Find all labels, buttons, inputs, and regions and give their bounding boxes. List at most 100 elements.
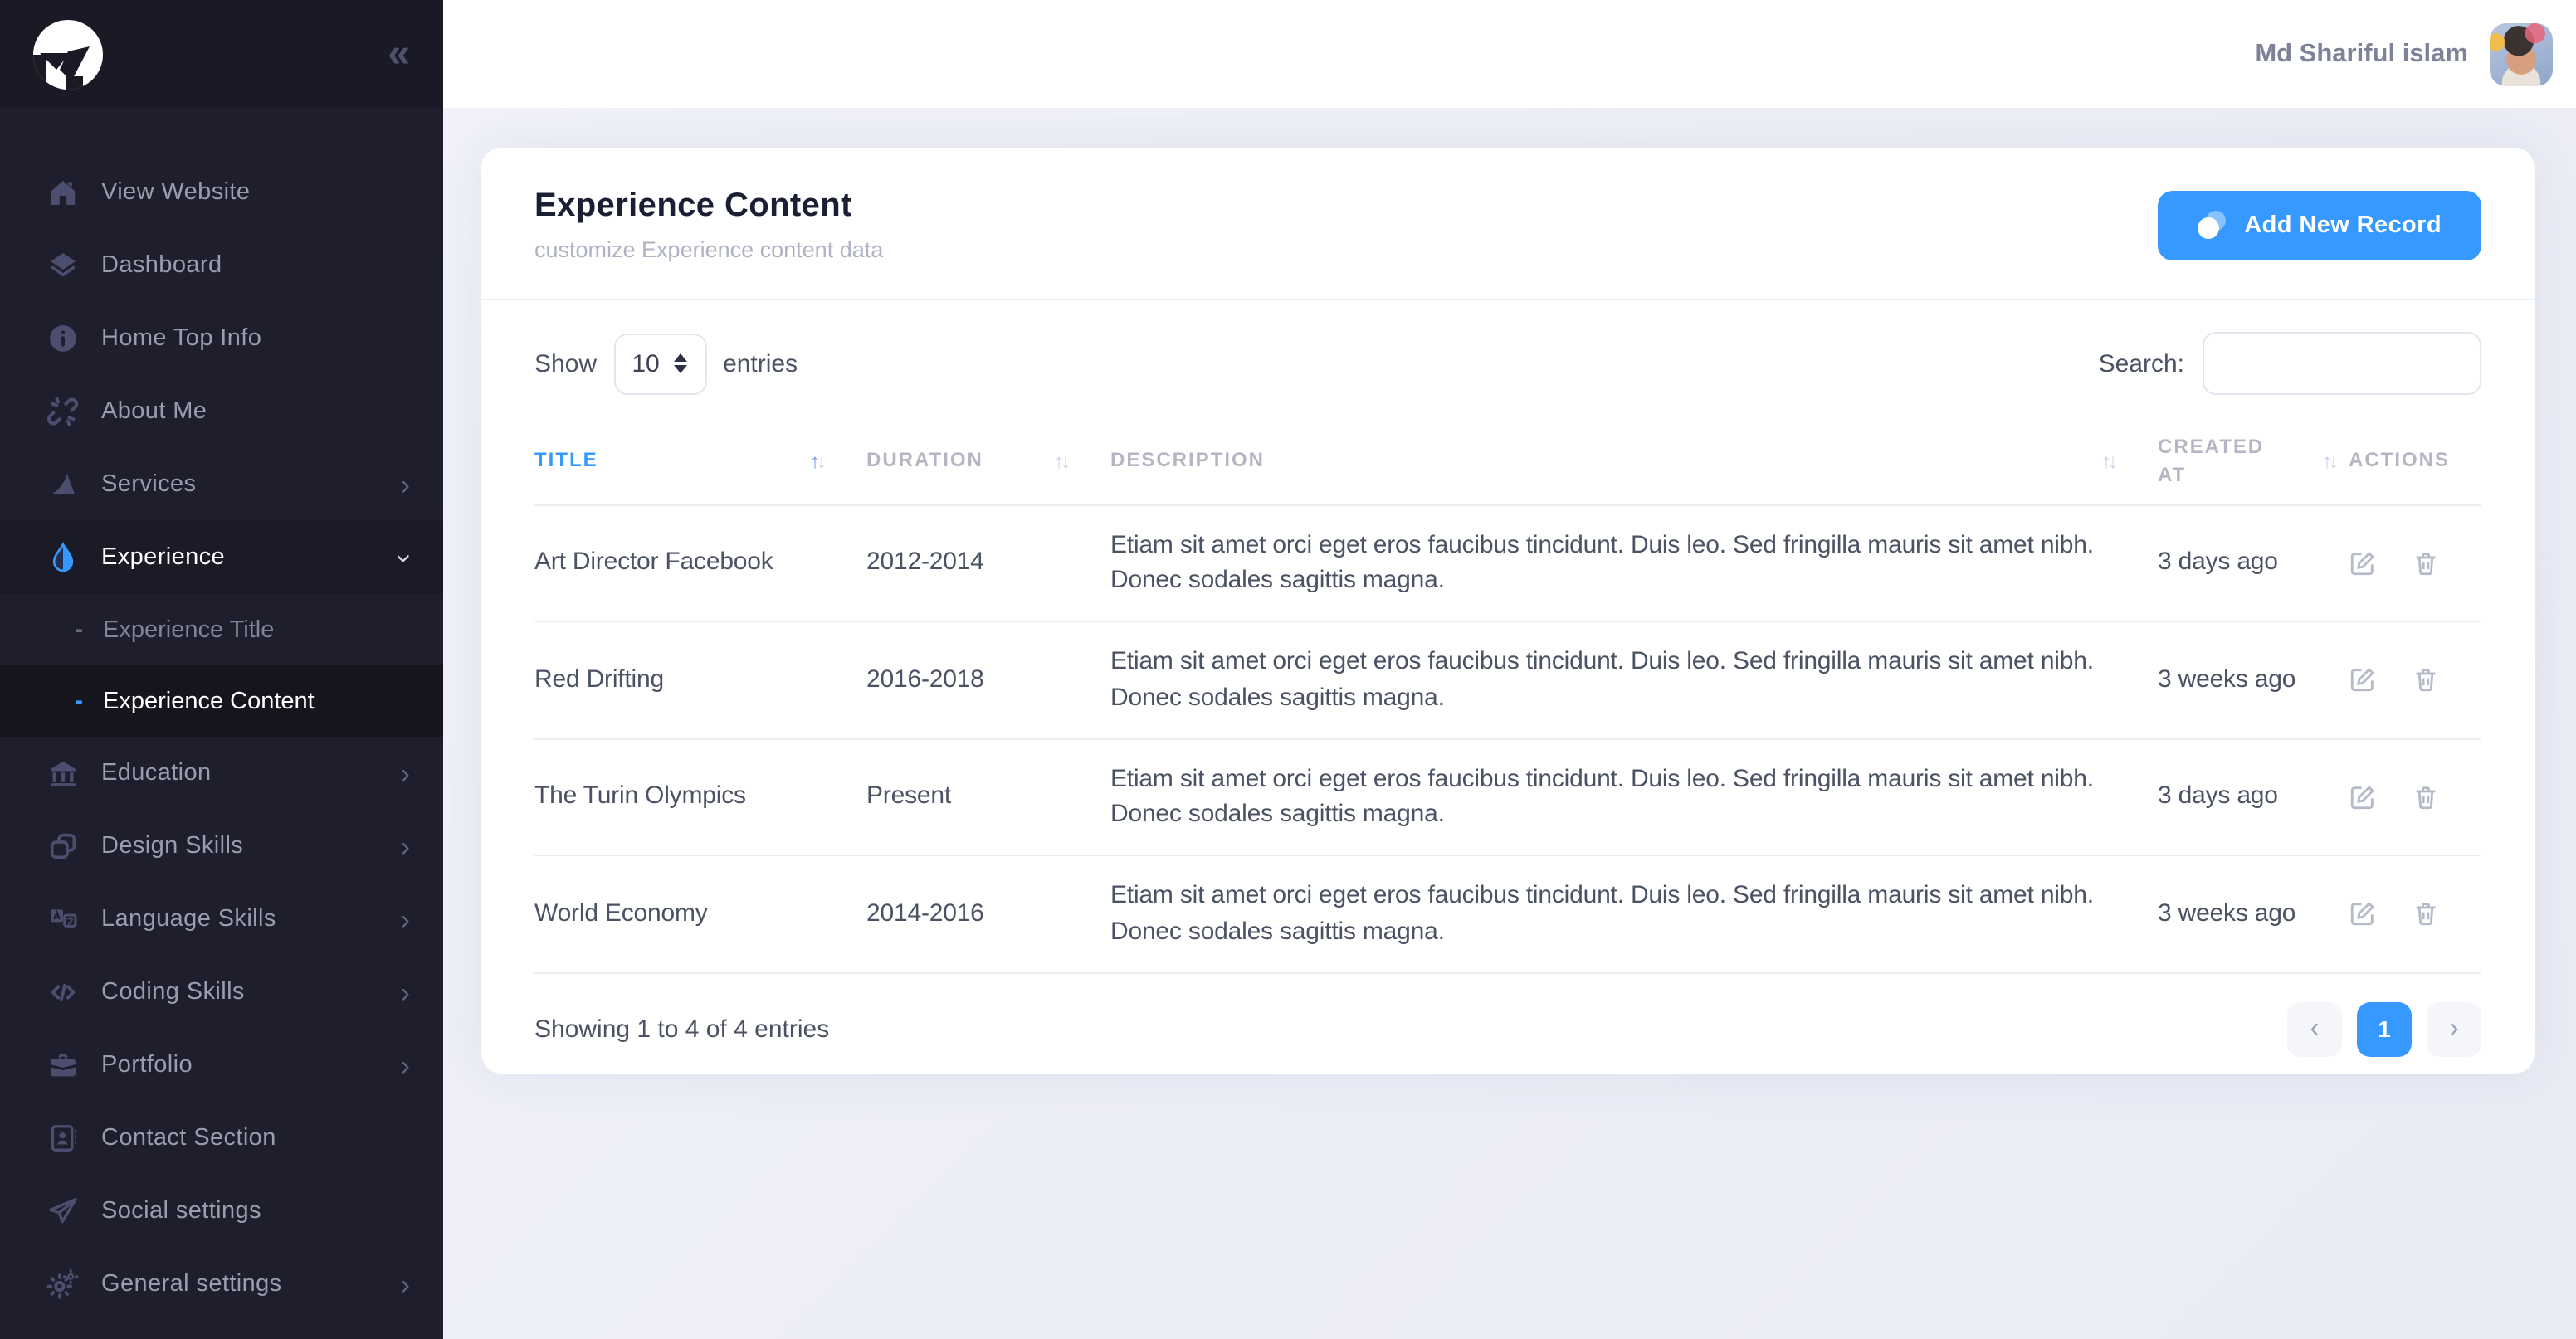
content-area: Experience Content customize Experience … <box>443 108 2576 1339</box>
sidebar-item-about-me[interactable]: About Me <box>0 375 443 448</box>
sidebar-item-label: Coding Skills <box>101 979 245 1005</box>
sidebar-item-label: General settings <box>101 1271 282 1298</box>
delete-icon[interactable] <box>2412 783 2440 811</box>
fin-icon <box>45 467 80 502</box>
sidebar-item-experience[interactable]: Experience › <box>0 521 443 594</box>
add-button-label: Add New Record <box>2244 212 2442 238</box>
sidebar-subitem-label: Experience Content <box>103 688 315 714</box>
delete-icon[interactable] <box>2412 666 2440 694</box>
entries-length-control: Show 10 entries <box>534 333 798 394</box>
page-title: Experience Content <box>534 187 852 224</box>
bank-icon <box>45 756 80 791</box>
sidebar-item-label: Language Skills <box>101 906 276 932</box>
sort-icon: ↑↓ <box>2101 449 2118 473</box>
edit-icon[interactable] <box>2349 783 2377 811</box>
chevron-right-icon: › <box>400 1049 410 1081</box>
sidebar-item-coding-skills[interactable]: Coding Skills › <box>0 956 443 1029</box>
search-input[interactable] <box>2203 332 2481 395</box>
cell-created-at: 3 days ago <box>2158 504 2349 622</box>
column-label: CREATED AT <box>2158 434 2265 486</box>
cell-description: Etiam sit amet orci eget eros faucibus t… <box>1110 504 2158 622</box>
sidebar-item-label: Services <box>101 471 197 498</box>
cell-actions <box>2349 504 2481 622</box>
card-header: Experience Content customize Experience … <box>481 148 2535 300</box>
edit-icon[interactable] <box>2349 900 2377 928</box>
chevron-right-icon: › <box>400 976 410 1008</box>
paper-plane-icon <box>45 1194 80 1229</box>
column-label: DESCRIPTION <box>1110 448 1266 472</box>
sort-icon: ↑↓ <box>1054 449 1071 473</box>
sidebar-item-label: Dashboard <box>101 252 222 279</box>
table-row: Red Drifting 2016-2018 Etiam sit amet or… <box>534 621 2481 739</box>
sidebar-item-label: Home Top Info <box>101 325 262 352</box>
sidebar-item-language-skills[interactable]: Language Skills › <box>0 883 443 956</box>
sidebar-item-label: Contact Section <box>101 1125 276 1152</box>
cell-actions <box>2349 738 2481 856</box>
sidebar-item-home-top-info[interactable]: Home Top Info <box>0 302 443 375</box>
add-record-icon <box>2198 211 2227 239</box>
column-header-description[interactable]: DESCRIPTION ↑↓ <box>1110 418 2158 505</box>
cell-duration: Present <box>866 738 1110 856</box>
search-control: Search: <box>2099 332 2481 395</box>
column-header-actions: ACTIONS <box>2349 418 2481 505</box>
cell-description: Etiam sit amet orci eget eros faucibus t… <box>1110 738 2158 856</box>
sidebar-item-label: Experience <box>101 544 226 571</box>
sidebar-collapse-button[interactable]: « <box>388 31 410 75</box>
brand-logo[interactable] <box>33 19 103 89</box>
table-row: Art Director Facebook 2012-2014 Etiam si… <box>534 504 2481 622</box>
sidebar-item-dashboard[interactable]: Dashboard <box>0 229 443 302</box>
layers-icon <box>45 248 80 283</box>
delete-icon[interactable] <box>2412 900 2440 928</box>
info-circle-icon <box>45 321 80 356</box>
chevron-right-icon: › <box>400 830 410 862</box>
sidebar-item-general-settings[interactable]: General settings › <box>0 1248 443 1321</box>
sidebar-item-view-website[interactable]: View Website <box>0 156 443 229</box>
logo-mark-icon <box>33 46 90 89</box>
user-name[interactable]: Md Shariful islam <box>2255 39 2468 67</box>
page-subtitle: customize Experience content data <box>534 237 884 262</box>
cell-title: Red Drifting <box>534 621 866 739</box>
add-new-record-button[interactable]: Add New Record <box>2158 190 2481 260</box>
entries-summary: Showing 1 to 4 of 4 entries <box>534 1015 830 1043</box>
column-header-created-at[interactable]: CREATED AT ↑↓ <box>2158 418 2349 505</box>
edit-icon[interactable] <box>2349 549 2377 577</box>
bullet-dash-icon: - <box>75 687 83 715</box>
sidebar-item-label: Design Skills <box>101 833 244 859</box>
sidebar-item-label: Social settings <box>101 1198 261 1225</box>
sidebar-subitem-experience-content[interactable]: - Experience Content <box>0 665 443 737</box>
column-header-duration[interactable]: DURATION ↑↓ <box>866 418 1110 505</box>
droplet-icon <box>45 540 80 575</box>
sidebar-item-social-settings[interactable]: Social settings <box>0 1175 443 1248</box>
column-header-title[interactable]: TITLE ↑↓ <box>534 418 866 505</box>
briefcase-icon <box>45 1048 80 1083</box>
chevron-right-icon: › <box>400 757 410 789</box>
sidebar-item-education[interactable]: Education › <box>0 737 443 810</box>
sidebar-item-contact-section[interactable]: Contact Section <box>0 1102 443 1175</box>
bullet-dash-icon: - <box>75 616 83 644</box>
pagination-next-button[interactable]: › <box>2427 1001 2481 1056</box>
sidebar-subitem-experience-title[interactable]: - Experience Title <box>0 594 443 665</box>
cell-duration: 2014-2016 <box>866 855 1110 973</box>
table-row: World Economy 2014-2016 Etiam sit amet o… <box>534 855 2481 973</box>
user-avatar[interactable] <box>2490 22 2553 85</box>
entries-select[interactable]: 10 <box>613 333 707 394</box>
pagination-page-1-button[interactable]: 1 <box>2357 1001 2412 1056</box>
chevron-right-icon: › <box>400 903 410 935</box>
main-area: Md Shariful islam Experience Content cus… <box>443 0 2576 1339</box>
edit-icon[interactable] <box>2349 666 2377 694</box>
cell-title: Art Director Facebook <box>534 504 866 622</box>
cell-duration: 2016-2018 <box>866 621 1110 739</box>
pagination-prev-button[interactable]: ‹ <box>2287 1001 2342 1056</box>
cell-created-at: 3 days ago <box>2158 738 2349 856</box>
cell-description: Etiam sit amet orci eget eros faucibus t… <box>1110 855 2158 973</box>
topbar: Md Shariful islam <box>443 0 2576 108</box>
table-header-row: TITLE ↑↓ DURATION ↑↓ DESCRIPTION ↑↓ CREATED… <box>534 418 2481 505</box>
sidebar: « View Website Dashboard Home Top Info <box>0 0 443 1339</box>
sidebar-menu: View Website Dashboard Home Top Info Abo… <box>0 108 443 1321</box>
cell-created-at: 3 weeks ago <box>2158 621 2349 739</box>
sidebar-item-portfolio[interactable]: Portfolio › <box>0 1029 443 1102</box>
delete-icon[interactable] <box>2412 549 2440 577</box>
sidebar-item-design-skills[interactable]: Design Skills › <box>0 810 443 883</box>
sidebar-item-services[interactable]: Services › <box>0 448 443 521</box>
sidebar-item-label: Portfolio <box>101 1052 193 1079</box>
